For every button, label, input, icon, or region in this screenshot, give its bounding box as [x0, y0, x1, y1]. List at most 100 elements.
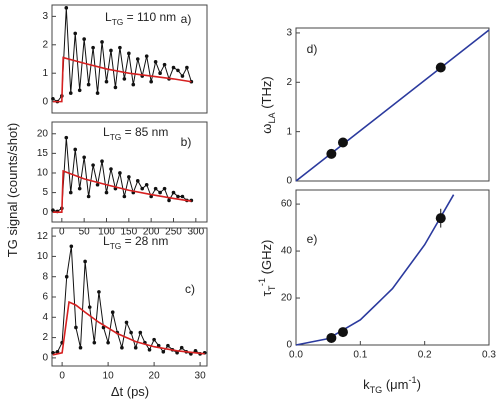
- y-tick-label: 0: [286, 176, 292, 187]
- y-tick-label: 15: [37, 148, 49, 159]
- data-point: [152, 337, 156, 342]
- x-axis-label-part: -1: [408, 375, 416, 385]
- data-point: [127, 51, 131, 56]
- data-point: [435, 62, 446, 73]
- panel-label: d): [307, 42, 318, 56]
- data-point: [109, 48, 113, 53]
- data-point: [153, 186, 158, 191]
- annotation-part: TG: [110, 132, 122, 142]
- data-point: [64, 274, 69, 279]
- data-point: [435, 213, 446, 224]
- y-axis-label-part: TG signal (counts/shot): [5, 123, 20, 257]
- x-tick-label: 0.2: [418, 350, 432, 361]
- y-tick-label: 1: [286, 126, 292, 137]
- annotation: LTG = 85 nm: [103, 125, 168, 142]
- y-tick-label: 2: [42, 332, 48, 343]
- data-point: [138, 330, 143, 335]
- data-point: [51, 208, 55, 213]
- annotation-part: = 110 nm: [123, 10, 176, 24]
- data-point: [135, 57, 140, 61]
- data-point: [179, 345, 184, 350]
- data-point: [68, 190, 73, 195]
- y-axis-label: ωLA (THz): [259, 76, 277, 133]
- y-tick-label: 0: [42, 96, 48, 107]
- x-tick-label: 0: [59, 371, 65, 382]
- y-tick-label: 6: [42, 292, 48, 303]
- data-point: [131, 82, 136, 87]
- data-point: [100, 40, 104, 44]
- plot-frame: [51, 4, 208, 114]
- x-axis-label-part: k: [363, 377, 370, 392]
- y-tick-label: 10: [37, 168, 49, 179]
- y-tick-label: 0: [286, 340, 292, 351]
- y-tick-label: 2: [42, 39, 48, 50]
- data-point: [95, 91, 100, 95]
- y-axis-label-part: (GHz): [259, 240, 274, 278]
- data-point: [147, 347, 152, 352]
- y-tick-label: 20: [281, 293, 293, 304]
- data-point: [78, 345, 83, 350]
- plot-frame: [295, 27, 490, 182]
- data-point: [64, 135, 69, 140]
- plot-frame: [51, 227, 208, 367]
- x-tick-label: 150: [120, 227, 137, 238]
- data-point: [337, 327, 348, 338]
- panel-label: e): [307, 232, 318, 246]
- data-point: [326, 332, 337, 343]
- y-tick-label: 0: [42, 207, 48, 218]
- data-point: [73, 147, 78, 152]
- x-tick-label: 50: [79, 227, 91, 238]
- plot-frame: [295, 189, 490, 346]
- data-point: [87, 305, 92, 309]
- data-line: [295, 29, 490, 182]
- data-point: [95, 182, 100, 187]
- data-point: [86, 194, 91, 199]
- x-tick-label: 0.0: [289, 350, 303, 361]
- data-point: [158, 190, 162, 195]
- data-point: [55, 349, 60, 354]
- data-line: [52, 169, 192, 213]
- data-point: [176, 194, 180, 199]
- y-axis-label: τT-1 (GHz): [257, 240, 277, 297]
- data-point: [122, 77, 127, 81]
- x-tick-label: 300: [187, 227, 204, 238]
- annotation-part: = 85 nm: [121, 125, 168, 139]
- data-point: [110, 310, 115, 315]
- data-point: [171, 65, 176, 70]
- data-point: [97, 290, 101, 294]
- data-point: [129, 330, 133, 335]
- data-point: [69, 244, 74, 249]
- plot-frame: [51, 121, 208, 223]
- data-point: [167, 198, 171, 203]
- annotation-part: = 28 nm: [121, 234, 168, 248]
- x-tick-label: 0.3: [482, 350, 496, 361]
- annotation: LTG = 110 nm: [105, 10, 176, 27]
- data-point: [180, 74, 185, 78]
- data-point: [77, 88, 82, 93]
- annotation-part: L: [105, 10, 112, 24]
- data-point: [51, 96, 55, 101]
- data-point: [326, 148, 337, 159]
- data-line: [295, 194, 455, 346]
- data-line: [52, 246, 205, 355]
- x-tick-label: 200: [143, 227, 160, 238]
- data-point: [118, 171, 122, 175]
- data-point: [106, 340, 110, 345]
- y-tick-label: 20: [37, 128, 49, 139]
- x-tick-label: 10: [103, 371, 115, 382]
- data-point: [144, 54, 149, 58]
- data-point: [175, 351, 179, 355]
- annotation-part: L: [103, 125, 110, 139]
- data-point: [158, 71, 162, 76]
- data-point: [86, 82, 91, 87]
- data-point: [140, 186, 145, 191]
- x-tick-label: 30: [195, 371, 207, 382]
- y-axis-label-part: T: [267, 285, 277, 291]
- data-point: [161, 349, 166, 354]
- data-point: [122, 194, 127, 199]
- x-tick-label: 20: [149, 371, 161, 382]
- x-tick-label: 0: [59, 227, 65, 238]
- data-point: [113, 85, 118, 90]
- data-point: [104, 190, 109, 195]
- data-point: [127, 175, 131, 179]
